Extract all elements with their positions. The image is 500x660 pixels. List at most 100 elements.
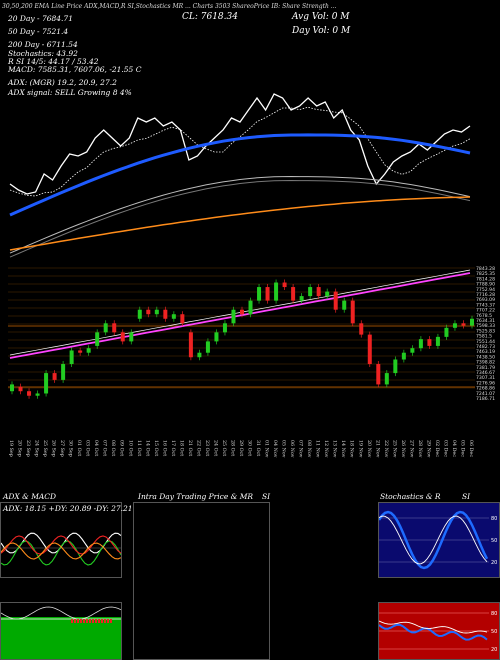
date-label: 04 Oct <box>93 440 99 456</box>
date-label: 08 Oct <box>110 440 116 456</box>
candle-body <box>325 291 330 297</box>
candle-body <box>470 318 474 326</box>
stoch-axis-label: 80 <box>491 516 497 522</box>
date-label: 23 Oct <box>204 440 210 456</box>
candle-body <box>240 309 244 315</box>
price-axis-label: 7482.73 <box>476 344 495 350</box>
candle-body <box>146 309 151 315</box>
price-axis-label: 7381.79 <box>476 365 495 371</box>
macd-panel <box>0 602 122 660</box>
stoch-k-line <box>379 510 489 570</box>
candle-body <box>78 350 83 353</box>
date-label: 04 Dec <box>451 440 457 457</box>
price-axis-label: 7814.28 <box>476 276 495 282</box>
price-axis-label: 7525.83 <box>476 328 495 334</box>
date-label: 24 Sep <box>34 440 40 457</box>
date-label: 22 Nov <box>383 440 389 458</box>
price-axis-label: 7268.86 <box>476 386 495 392</box>
candle-body <box>265 287 270 301</box>
macd-histogram-bar <box>89 619 91 623</box>
date-label: 30 Sep <box>68 440 74 457</box>
macd-histogram-bar <box>83 619 85 623</box>
price-axis-label: 7788.90 <box>476 282 495 288</box>
candle-body <box>393 359 398 374</box>
rsi-line <box>379 623 488 641</box>
candle-body <box>69 350 74 365</box>
price-axis-label: 7186.71 <box>476 396 495 402</box>
rsi-panel: 80 50 20 <box>378 602 500 660</box>
price-axis-label: 7693.09 <box>476 297 495 303</box>
candle-body <box>231 309 236 324</box>
candle-body <box>410 348 415 353</box>
date-label: 11 Oct <box>136 440 142 456</box>
date-label: 28 Nov <box>417 440 423 458</box>
date-label: 09 Oct <box>119 440 125 456</box>
candle-body <box>248 300 253 315</box>
date-label: 20 Sep <box>17 440 23 457</box>
date-label: 27 Nov <box>408 440 414 458</box>
date-label: 23 Sep <box>25 440 31 457</box>
rsi-axis-label: 20 <box>491 647 497 653</box>
date-label: 16 Oct <box>161 440 167 456</box>
adx-panel-svg <box>1 532 121 566</box>
price-axis-label: 7843.28 <box>476 266 495 272</box>
candle-body <box>308 287 313 297</box>
candle-body <box>197 352 202 358</box>
adx-series-line <box>1 540 121 566</box>
date-label: 14 Oct <box>144 440 150 456</box>
date-label: 25 Oct <box>221 440 227 456</box>
macd-histogram-bar <box>98 619 100 623</box>
price-axis-label: 7707.22 <box>476 308 495 314</box>
date-label: 19 Sep <box>8 440 14 457</box>
candle-body <box>103 323 108 333</box>
main-chart-svg: 7843.287825.357814.287788.907752.947716.… <box>8 93 495 458</box>
macd-label: MACD: 7585.31, 7607.06, -21.55 C <box>8 65 142 74</box>
price-axis-label: 7398.82 <box>476 360 495 366</box>
mrsi-line <box>379 620 488 634</box>
macd-histogram-bar <box>74 619 76 623</box>
price-axis-label: 7581.5 <box>476 334 492 340</box>
candle-body <box>401 352 406 360</box>
date-label: 25 Nov <box>391 440 397 458</box>
candle-body <box>427 339 432 346</box>
date-label: 27 Sep <box>59 440 65 457</box>
ema200-line <box>9 196 471 251</box>
stoch-title: Stochastics & R <box>380 492 441 501</box>
stoch-axis-label: 50 <box>491 538 497 544</box>
stochastics-panel: 80 50 20 <box>378 502 500 578</box>
candle-body <box>95 332 100 346</box>
date-label: 05 Dec <box>459 440 465 457</box>
date-label: 17 Oct <box>170 440 176 456</box>
candle-body <box>10 384 14 392</box>
candle-body <box>282 282 287 288</box>
candle-body <box>274 282 279 301</box>
date-label: 03 Oct <box>85 440 91 456</box>
ema200-label: 200 Day - 6711.54 <box>8 40 78 49</box>
adx-label: ADX: (MGR) 19.2, 20.9, 27.2 <box>8 78 117 87</box>
macd-histogram-bar <box>71 619 73 623</box>
price-axis-label: 7307.31 <box>476 375 495 381</box>
price-axis-label: 7241.07 <box>476 391 495 397</box>
date-label: 06 Dec <box>468 440 474 457</box>
candle-body <box>205 341 210 353</box>
candle-body <box>350 300 355 324</box>
price-axis-label: 7346.67 <box>476 370 495 376</box>
candle-body <box>137 309 142 319</box>
ema20-label: 20 Day - 7684.71 <box>8 14 73 23</box>
macd-histogram-bar <box>86 619 88 623</box>
date-label: 29 Oct <box>238 440 244 456</box>
price-axis-label: 7634.31 <box>476 318 495 324</box>
intraday-panel <box>133 502 270 660</box>
adx-values: ADX: 18.15 +DY: 20.89 -DY: 27.21 <box>3 504 133 513</box>
candle-body <box>120 332 125 342</box>
stoch-si-label: SI <box>462 492 471 501</box>
macd-histogram-bar <box>110 619 112 623</box>
date-label: 20 Nov <box>366 440 372 458</box>
rsi-panel-svg: 80 50 20 <box>379 611 497 653</box>
date-label: 21 Nov <box>374 440 380 458</box>
date-label: 13 Nov <box>332 440 338 458</box>
macd-signal-line <box>1 606 121 620</box>
header-top-line: 30,50,200 EMA Line Price ADX,MACD,R SI,S… <box>2 3 337 10</box>
price-axis-label: 7276.96 <box>476 380 495 386</box>
date-label: 18 Nov <box>349 440 355 458</box>
